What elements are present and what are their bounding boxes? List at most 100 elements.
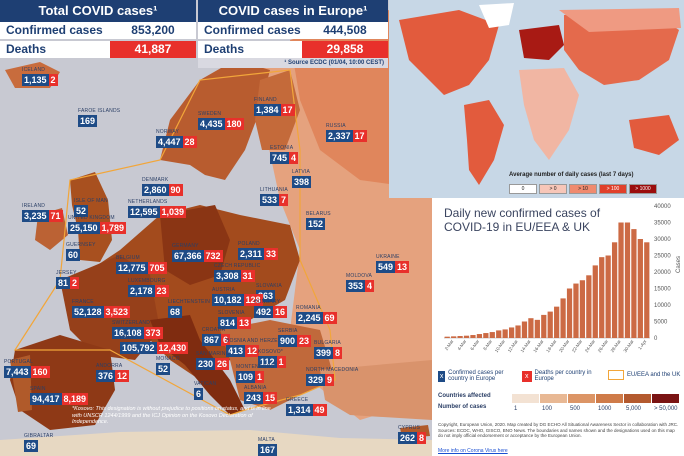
cases-hungary: 492: [254, 306, 274, 318]
deaths-kosovo: 1: [276, 356, 286, 368]
country-label-cyprus: 262 8: [398, 432, 427, 444]
chart-bar-31-Mar: [637, 239, 643, 338]
deaths-uk: 1,789: [99, 222, 127, 234]
chart-bar-5-Mar: [470, 335, 476, 338]
scale-label-3: 1000: [598, 406, 612, 412]
deaths-slovenia: 13: [237, 317, 252, 329]
country-name-austria: AUSTRIA: [212, 287, 236, 293]
country-label-belarus: 152: [306, 218, 326, 230]
total-confirmed-row: Confirmed cases 853,200: [0, 22, 196, 39]
country-name-poland: POLAND: [238, 241, 260, 247]
deaths-denmark: 90: [168, 184, 183, 196]
chart-xtick-1-Apr: 1-Apr: [637, 338, 648, 350]
cases-montenegro: 109: [236, 371, 256, 383]
legend-eu-text: EU/EEA and the UK: [627, 372, 681, 378]
country-name-iceland: ICELAND: [22, 67, 46, 73]
cases-austria: 10,182: [212, 294, 244, 306]
cases-guernsey: 60: [66, 249, 81, 261]
cases-greece: 1,314: [286, 404, 313, 416]
country-label-france: 52,128 3,523: [72, 306, 131, 318]
legend-deaths: x Deaths per country in Europe: [522, 370, 602, 382]
africa-shape: [519, 68, 579, 160]
cases-malta: 167: [258, 444, 278, 456]
country-label-gibraltar: 69: [24, 440, 39, 452]
chart-xtick-20-Mar: 20-Mar: [558, 338, 571, 353]
country-name-guernsey: GUERNSEY: [66, 242, 96, 248]
chart-bar-21-Mar: [573, 283, 579, 338]
country-label-albania: 243 15: [244, 392, 278, 404]
country-name-denmark: DENMARK: [142, 177, 169, 183]
deaths-greece: 49: [312, 404, 327, 416]
europe-deaths-row: Deaths 29,858: [198, 41, 388, 58]
chart-xtick-4-Mar: 4-Mar: [456, 338, 467, 351]
country-name-netherlands: NETHERLANDS: [128, 199, 168, 205]
north-america-shape: [399, 10, 499, 95]
eu-eea-outline: [13, 69, 336, 416]
country-label-sanmarino: 230 26: [196, 358, 230, 370]
country-name-belarus: BELARUS: [306, 211, 331, 217]
legend-confirmed: x Confirmed cases per country in Europe: [438, 370, 516, 382]
chart-bar-22-Mar: [579, 280, 586, 338]
country-label-northmacedonia: 329 9: [306, 374, 335, 386]
country-name-switzerland: SWITZERLAND: [112, 320, 151, 326]
deaths-albania: 15: [263, 392, 278, 404]
legend-deaths-text: Deaths per country in Europe: [534, 370, 592, 382]
cases-uk: 25,150: [68, 222, 100, 234]
deaths-iceland: 2: [48, 74, 58, 86]
europe-shape: [519, 25, 564, 60]
cases-russia: 2,337: [326, 130, 353, 142]
total-covid-box: Total COVID cases¹ Confirmed cases 853,2…: [0, 0, 196, 58]
north-africa-land: [0, 430, 432, 456]
deaths-luxembourg: 23: [154, 285, 169, 297]
deaths-andorra: 12: [115, 370, 130, 382]
europe-deaths-value: 29,858: [302, 41, 388, 58]
chart-svg: 40000 35000 30000 25000 20000 15000 10000 5000 0…: [444, 204, 682, 353]
total-deaths-value: 41,887: [110, 41, 196, 58]
scale-swatch-4: [624, 394, 651, 403]
country-name-liechtenstein: LIECHTENSTEIN: [168, 299, 211, 305]
country-label-austria: 10,182 128: [212, 294, 263, 306]
cases-poland: 2,311: [238, 248, 265, 260]
deaths-portugal: 160: [30, 366, 50, 378]
total-confirmed-value: 853,200: [110, 22, 196, 39]
chart-xtick-16-Mar: 16-Mar: [532, 338, 545, 353]
cases-ireland: 3,235: [22, 210, 49, 222]
total-covid-title: Total COVID cases¹: [0, 0, 196, 22]
legend-eu-swatch: [608, 370, 624, 380]
legend-panel: x Confirmed cases per country in Europe …: [432, 364, 684, 456]
russia-shape: [559, 8, 681, 32]
cases-serbia: 900: [278, 335, 298, 347]
total-deaths-row: Deaths 41,887: [0, 41, 196, 58]
country-name-northmacedonia: NORTH MACEDONIA: [306, 367, 359, 373]
cases-slovenia: 814: [218, 317, 238, 329]
cases-croatia: 867: [202, 334, 222, 346]
south-america-shape: [464, 100, 504, 185]
scale-label-0: 1: [514, 406, 518, 412]
country-label-slovenia: 814 13: [218, 317, 252, 329]
turkey-land: [320, 360, 432, 420]
country-label-monaco: 52: [156, 363, 171, 375]
country-label-denmark: 2,860 90: [142, 184, 183, 196]
country-name-hungary: HUNGARY: [254, 299, 281, 305]
deaths-cyprus: 8: [417, 432, 427, 444]
cases-italy: 105,792: [120, 342, 157, 354]
chart-bar-24-Mar: [592, 265, 598, 338]
chart-bar-12-Mar: [515, 325, 521, 338]
cases-belarus: 152: [306, 218, 326, 230]
country-name-cyprus: CYPRUS: [398, 425, 421, 431]
scale-label-1: 100: [542, 406, 553, 412]
cases-estonia: 745: [270, 152, 290, 164]
cases-ukraine: 549: [376, 261, 396, 273]
country-label-germany: 67,366 732: [172, 250, 223, 262]
cases-czechia: 3,308: [214, 270, 241, 282]
chart-bar-28-Mar: [618, 222, 624, 338]
cases-isleofman: 52: [74, 205, 89, 217]
deaths-france: 3,523: [103, 306, 131, 318]
more-info-link[interactable]: More info on Corona Virus here: [438, 448, 508, 454]
cases-cyprus: 262: [398, 432, 418, 444]
scale-swatch-2: [568, 394, 595, 403]
country-label-ireland: 3,235 71: [22, 210, 63, 222]
country-name-slovenia: SLOVENIA: [218, 310, 245, 316]
cases-latvia: 398: [292, 176, 312, 188]
country-name-albania: ALBANIA: [244, 385, 267, 391]
